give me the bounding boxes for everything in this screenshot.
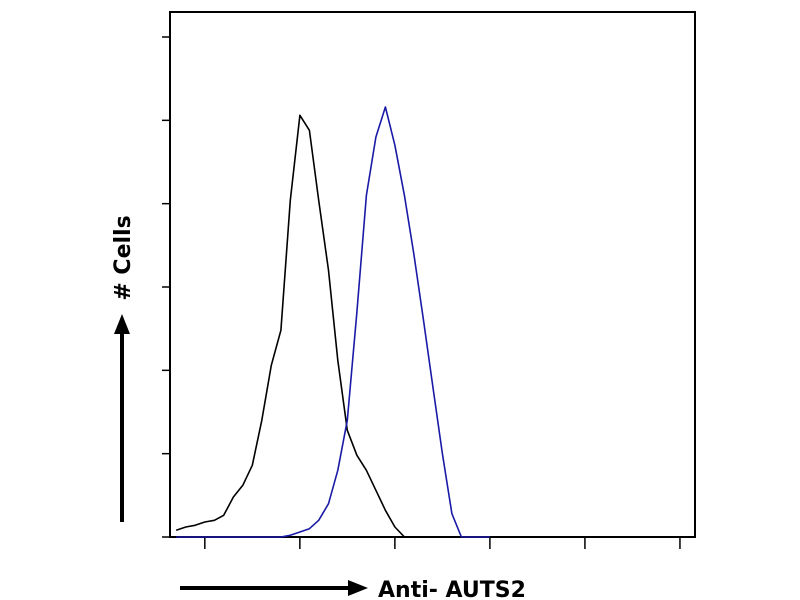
- y-axis-title: # Cells: [111, 215, 136, 300]
- histogram-line: [176, 106, 490, 538]
- x-axis-title: Anti- AUTS2: [378, 578, 526, 600]
- histogram-line: [175, 114, 490, 538]
- x-arrow-head: [348, 580, 368, 596]
- y-arrow-head: [114, 314, 130, 334]
- plot-frame: [169, 11, 696, 538]
